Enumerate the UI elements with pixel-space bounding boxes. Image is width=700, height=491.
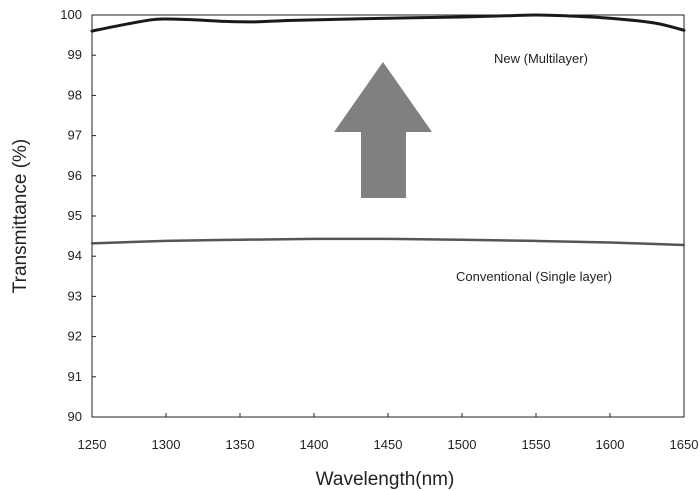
x-tick-label: 1550 bbox=[522, 437, 551, 452]
y-tick-label: 98 bbox=[68, 87, 82, 102]
x-tick-label: 1350 bbox=[226, 437, 255, 452]
series-line-new-multilayer bbox=[90, 13, 686, 33]
x-axis-ticks: 1250 1300 1350 1400 1450 1500 1550 1600 1650 bbox=[78, 413, 699, 452]
y-tick-label: 92 bbox=[68, 329, 82, 344]
x-tick-label: 1600 bbox=[596, 437, 625, 452]
series-line-conventional-single-layer bbox=[90, 237, 686, 247]
series-label-conventional-single-layer: Conventional (Single layer) bbox=[456, 269, 612, 284]
x-tick-label: 1650 bbox=[670, 437, 699, 452]
x-tick-label: 1250 bbox=[78, 437, 107, 452]
y-tick-label: 94 bbox=[68, 248, 82, 263]
up-arrow-icon bbox=[334, 62, 432, 198]
y-tick-label: 91 bbox=[68, 369, 82, 384]
y-tick-label: 95 bbox=[68, 208, 82, 223]
x-tick-label: 1500 bbox=[448, 437, 477, 452]
x-tick-label: 1300 bbox=[152, 437, 181, 452]
y-tick-label: 96 bbox=[68, 168, 82, 183]
x-axis-label: Wavelength(nm) bbox=[316, 469, 455, 490]
y-tick-label: 99 bbox=[68, 47, 82, 62]
y-tick-label: 100 bbox=[60, 7, 82, 22]
x-tick-label: 1400 bbox=[300, 437, 329, 452]
y-tick-label: 90 bbox=[68, 409, 82, 424]
y-axis-ticks: 90 91 92 93 94 95 96 97 98 99 100 bbox=[60, 7, 96, 424]
x-tick-label: 1450 bbox=[374, 437, 403, 452]
y-axis-label: Transmittance (%) bbox=[10, 139, 31, 294]
series-label-new-multilayer: New (Multilayer) bbox=[494, 51, 588, 66]
series-layer bbox=[90, 13, 686, 247]
y-tick-label: 97 bbox=[68, 128, 82, 143]
y-tick-label: 93 bbox=[68, 288, 82, 303]
